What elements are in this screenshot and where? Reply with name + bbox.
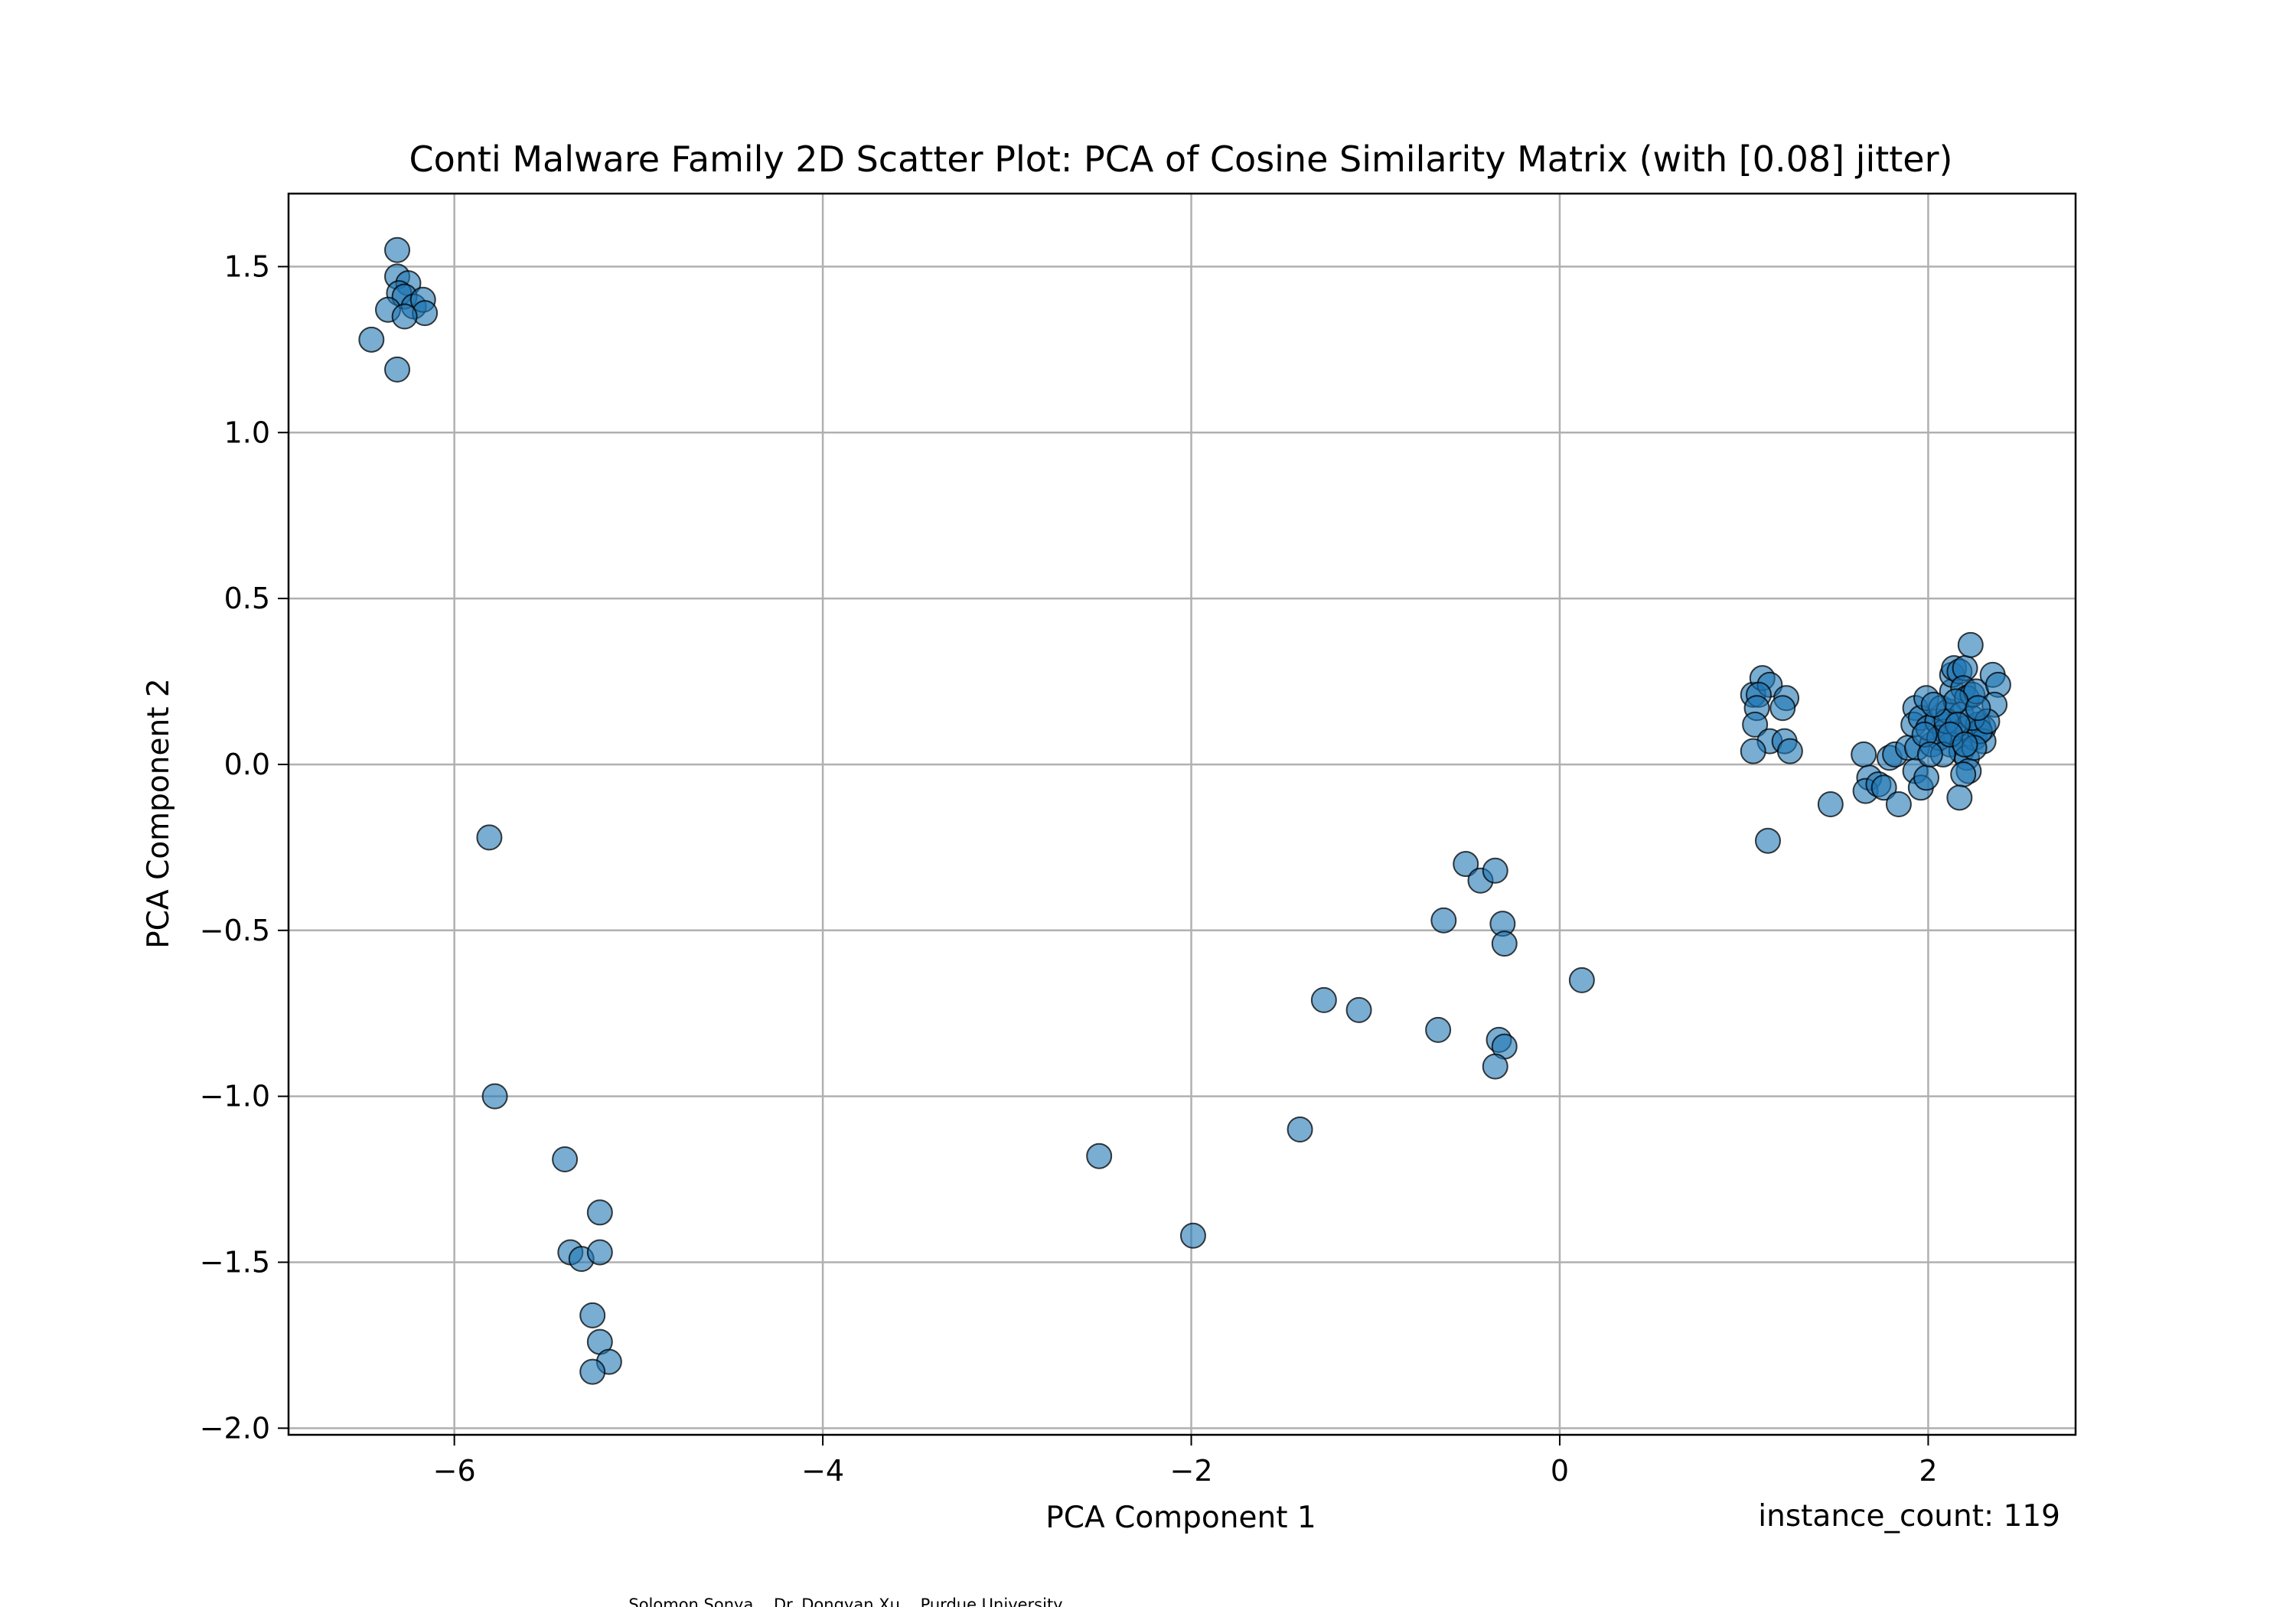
x-tick-label: 0 — [1551, 1454, 1569, 1488]
scatter-point — [1946, 784, 1973, 811]
scatter-point — [1754, 827, 1781, 854]
chart-title: Conti Malware Family 2D Scatter Plot: PC… — [409, 139, 1953, 180]
scatter-point — [384, 236, 411, 263]
axis-ticks: −6 −4 −2 0 2 −2.0 −1.5 −1.0 −0.5 0.0 0.5 1.0 1.5 — [200, 249, 1938, 1488]
y-tick-label: −1.5 — [200, 1245, 270, 1279]
plot-frame — [287, 192, 2077, 1436]
y-tick-label: 1.0 — [224, 416, 270, 449]
scatter-point — [1482, 1053, 1508, 1080]
y-tick-label: 0.5 — [224, 582, 270, 615]
scatter-point — [1916, 741, 1943, 768]
scatter-point — [586, 1199, 613, 1226]
scatter-point — [1957, 631, 1984, 658]
scatter-point — [384, 356, 411, 383]
scatter-point — [1942, 688, 1969, 715]
scatter-point — [1885, 790, 1912, 817]
scatter-point — [476, 824, 503, 851]
y-tick-label: −1.0 — [200, 1080, 270, 1113]
scatter-point — [1287, 1116, 1313, 1143]
scatter-point — [1430, 907, 1457, 934]
scatter-point — [552, 1146, 579, 1173]
scatter-point — [1568, 966, 1595, 993]
scatter-point — [1817, 790, 1844, 817]
x-tick-label: −2 — [1170, 1454, 1213, 1488]
y-tick-label: −0.5 — [200, 914, 270, 947]
y-tick-label: 1.5 — [224, 249, 270, 283]
scatter-point — [1769, 695, 1796, 722]
scatter-point — [579, 1358, 606, 1385]
scatter-point — [1453, 851, 1479, 878]
scatter-point — [1310, 986, 1337, 1013]
credits-footer: Solomon Sonya Dr. Dongyan Xu Purdue Univ… — [628, 1596, 1062, 1607]
scatter-point — [586, 1239, 613, 1266]
scatter-point — [1776, 738, 1803, 764]
x-axis-label: PCA Component 1 — [1045, 1501, 1316, 1535]
y-axis-label: PCA Component 2 — [142, 678, 176, 948]
scatter-point — [1491, 931, 1518, 957]
scatter-point — [481, 1083, 508, 1110]
scatter-point — [358, 326, 385, 353]
y-tick-label: −2.0 — [200, 1411, 270, 1445]
scatter-point — [1425, 1016, 1452, 1043]
scatter-point — [1482, 857, 1508, 884]
x-tick-label: −4 — [801, 1454, 844, 1488]
scatter-point — [579, 1302, 606, 1328]
y-tick-label: 0.0 — [224, 748, 270, 781]
scatter-point — [1913, 764, 1940, 791]
scatter-point — [1851, 741, 1877, 768]
scatter-point — [1740, 738, 1766, 764]
scatter-point — [1920, 691, 1947, 718]
scatter-point — [1179, 1222, 1206, 1249]
x-tick-label: −6 — [433, 1454, 476, 1488]
scatter-point — [1742, 711, 1769, 738]
grid-lines — [289, 194, 2076, 1435]
x-tick-label: 2 — [1919, 1454, 1937, 1488]
data-points — [358, 236, 2011, 1385]
scatter-point — [391, 303, 418, 330]
scatter-point — [1965, 695, 1991, 722]
scatter-point — [1950, 761, 1977, 787]
scatter-point — [1345, 996, 1372, 1023]
scatter-point — [1870, 774, 1897, 801]
scatter-point — [1952, 731, 1978, 758]
scatter-point — [1086, 1143, 1113, 1169]
instance-count-annotation: instance_count: 119 — [1758, 1499, 2060, 1534]
